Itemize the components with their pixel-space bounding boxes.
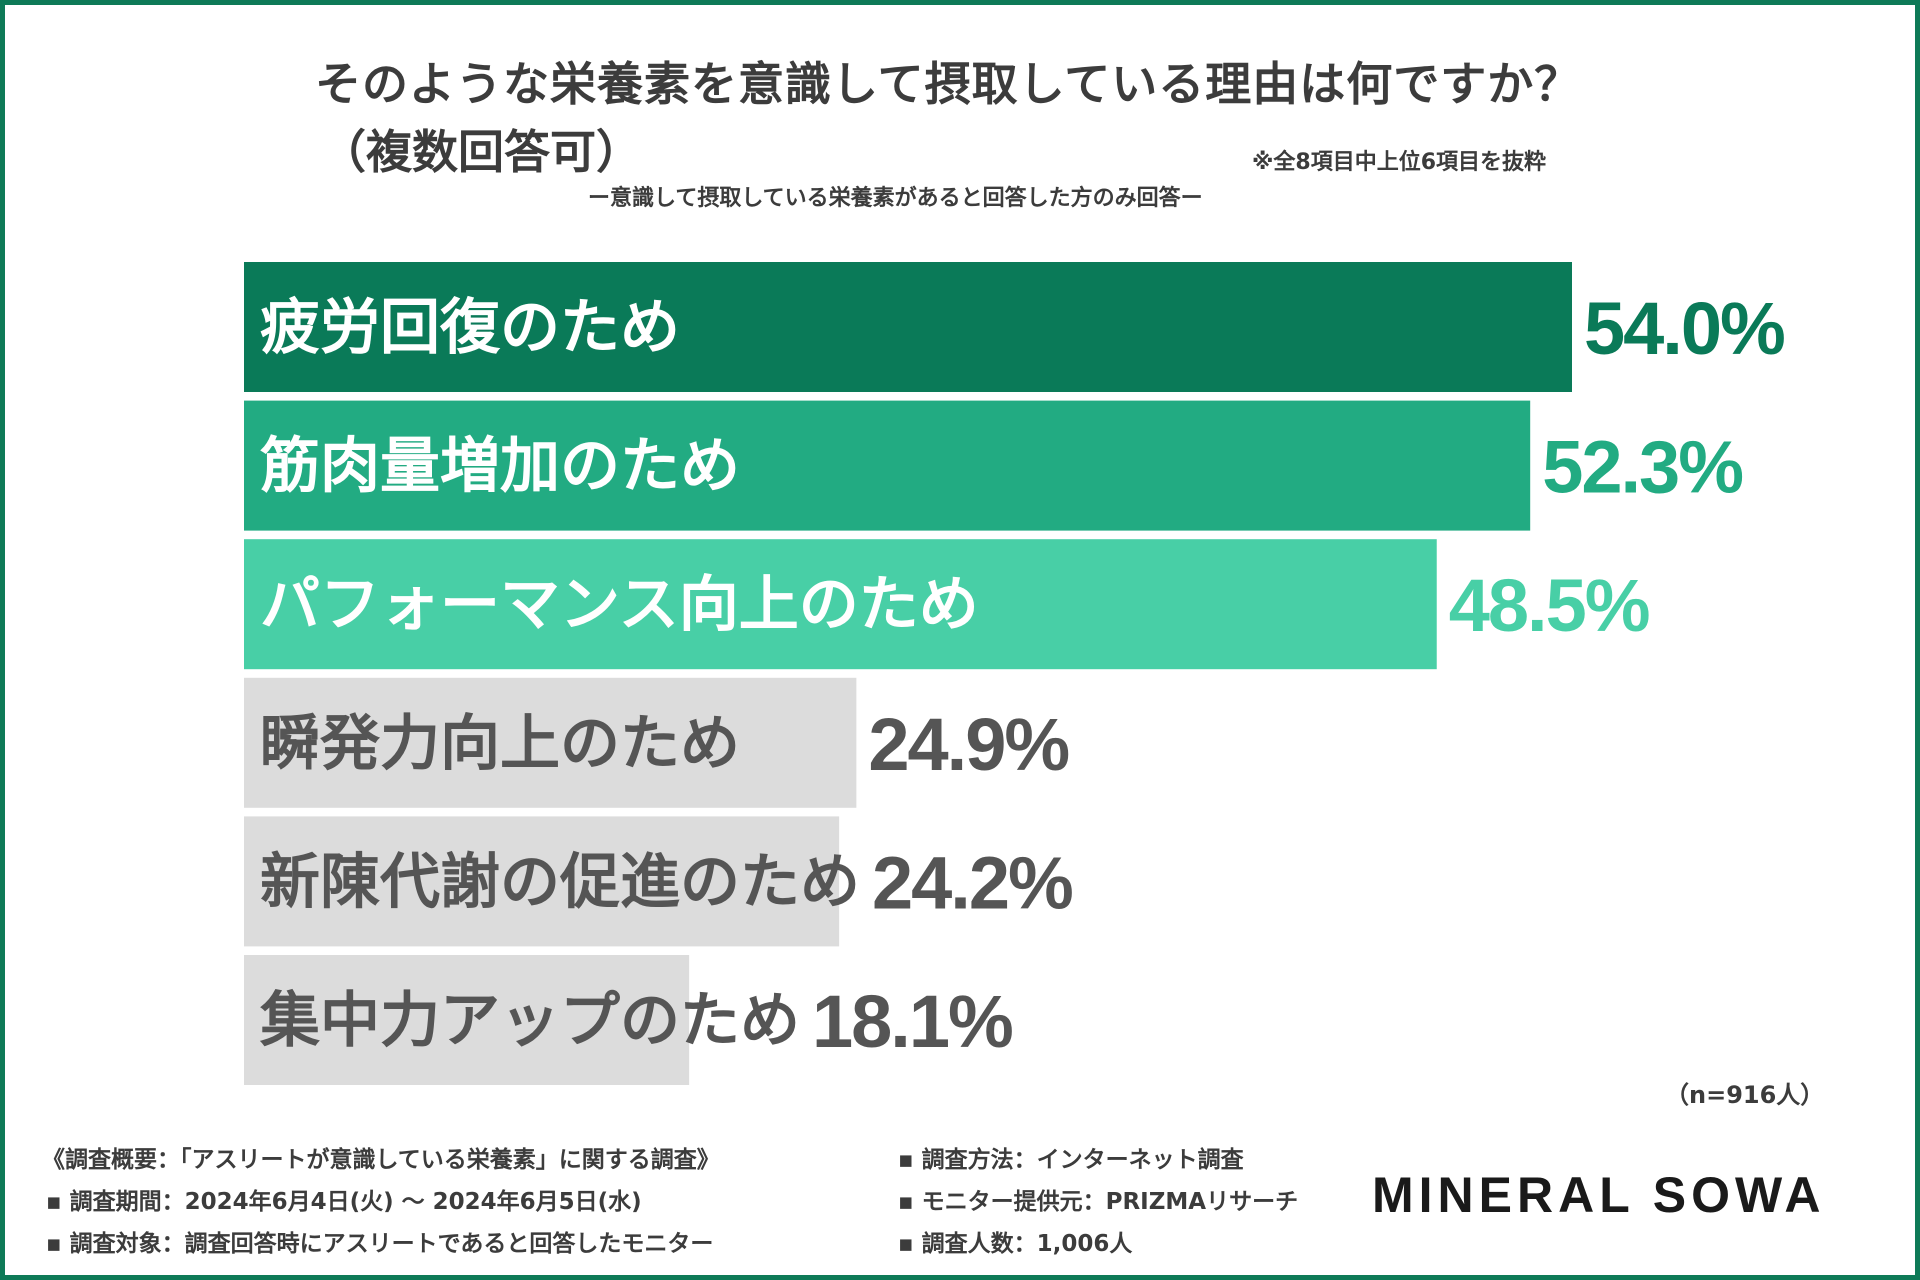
excerpt-note: ※全8項目中上位6項目を抜粋 (1252, 150, 1547, 175)
monitor-provider: ▪ モニター提供元：PRIZMAリサーチ (898, 1189, 1299, 1215)
category-label-1: 疲労回復のため (260, 293, 680, 363)
chart-subtitle: ー意識して摂取している栄養素があると回答した方のみ回答ー (588, 186, 1203, 211)
survey-method: ▪ 調査方法：インターネット調査 (898, 1147, 1244, 1173)
category-label-4: 瞬発力向上のため (260, 709, 740, 779)
chart-title-line2: （複数回答可） (320, 125, 642, 179)
value-label-4: 24.9% (868, 703, 1068, 786)
sample-size: （n=916人） (1665, 1081, 1825, 1109)
bar-2 (244, 400, 1531, 531)
bar-5 (244, 816, 840, 947)
category-label-3: パフォーマンス向上のため (260, 570, 979, 640)
bar-4 (244, 677, 857, 808)
bar-1 (244, 262, 1572, 392)
survey-overview: 《調査概要：「アスリートが意識している栄養素」に関する調査》 (42, 1147, 720, 1173)
bar-6 (244, 955, 690, 1085)
category-label-6: 集中力アップのため (259, 986, 800, 1056)
survey-period: ▪ 調査期間：2024年6月4日(火) ～ 2024年6月5日(水) (46, 1189, 642, 1215)
category-label-5: 新陳代謝の促進のため (260, 847, 860, 917)
brand-logo: MINERAL SOWA (1372, 1167, 1826, 1223)
survey-target: ▪ 調査対象：調査回答時にアスリートであると回答したモニター (46, 1231, 714, 1257)
value-label-1: 54.0% (1584, 287, 1784, 370)
bar-3 (244, 539, 1437, 670)
category-label-2: 筋肉量増加のため (260, 432, 740, 502)
value-label-6: 18.1% (812, 980, 1012, 1063)
value-label-5: 24.2% (872, 841, 1072, 924)
survey-count: ▪ 調査人数：1,006人 (898, 1231, 1133, 1257)
value-label-3: 48.5% (1449, 564, 1649, 647)
value-label-2: 52.3% (1542, 426, 1742, 509)
chart-title: そのような栄養素を意識して摂取している理由は何ですか？ (315, 57, 1582, 111)
